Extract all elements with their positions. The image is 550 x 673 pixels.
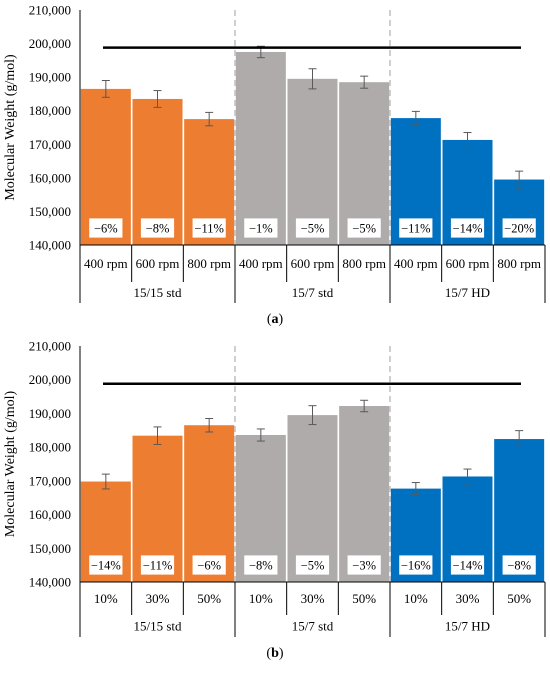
data-label-box [140,554,175,576]
x-tick-label: 50% [507,591,531,606]
x-tick-label: 600 rpm [446,256,490,271]
data-label: −14% [91,559,121,573]
y-tick-label: 170,000 [29,137,71,152]
chart-panel-a: 140,000 150,000 160,000 170,000 180,000 190,0… [3,3,546,327]
data-label: −14% [453,559,483,573]
x-tick-label: 400 rpm [394,256,438,271]
x-tick-label: 30% [456,591,480,606]
x-tick-label: 10% [404,591,428,606]
x-tick-label: 800 rpm [497,256,541,271]
data-label: −1% [249,222,273,236]
x-tick-label: 50% [197,591,221,606]
data-label-box [398,217,434,239]
data-label-box [346,554,382,576]
data-label: −11% [401,222,431,236]
data-label-box [191,554,227,576]
y-tick-label: 180,000 [29,440,71,455]
y-tick-label: 180,000 [29,103,71,118]
panel-caption: (b) [266,646,283,661]
data-label-box [88,554,124,576]
y-tick-label: 210,000 [29,339,71,354]
data-label: −11% [194,222,224,236]
data-label: −5% [301,222,325,236]
y-tick-label: 140,000 [29,238,71,253]
group-label: 15/7 HD [445,285,490,300]
data-label-box [243,217,279,239]
data-label-box [450,554,485,576]
x-tick-label: 600 rpm [136,256,180,271]
x-tick-label: 10% [249,591,273,606]
x-tick-label: 10% [94,591,118,606]
y-tick-label: 160,000 [29,507,71,522]
data-label: −16% [401,559,431,573]
group-label: 15/15 std [133,285,182,300]
y-tick-label: 190,000 [29,70,71,85]
data-label-box [295,554,330,576]
x-tick-label: 400 rpm [84,256,128,271]
y-tick-label: 160,000 [29,170,71,185]
group-label: 15/15 std [133,619,182,634]
x-tick-label: 30% [301,591,325,606]
x-tick-label: 400 rpm [239,256,283,271]
data-label: −11% [143,559,173,573]
x-tick-label: 800 rpm [342,256,386,271]
data-label: −14% [453,222,483,236]
bar [235,51,286,245]
y-tick-label: 200,000 [29,36,71,51]
data-label: −5% [352,222,376,236]
bar [287,78,338,245]
data-label: −8% [146,222,170,236]
x-tick-label: 600 rpm [291,256,335,271]
data-label-box [243,554,279,576]
data-label-box [88,217,124,239]
data-label-box [398,554,434,576]
bar [287,415,338,582]
group-label: 15/7 std [292,285,334,300]
data-label-box [140,217,175,239]
y-tick-label: 200,000 [29,372,71,387]
group-label: 15/7 std [292,619,334,634]
data-label-box [450,217,485,239]
data-label: −5% [301,559,325,573]
panel-caption: (a) [267,312,284,327]
data-label: −8% [507,559,531,573]
data-label-box [501,217,537,239]
data-label: −8% [249,559,273,573]
data-label-box [295,217,330,239]
data-label: −6% [94,222,118,236]
y-axis-title: Molecular Weight (g/mol) [3,54,18,201]
x-tick-label: 800 rpm [187,256,231,271]
chart-panel-b: 140,000 150,000 160,000 170,000 180,000 190,0… [3,339,546,661]
x-tick-label: 30% [146,591,170,606]
y-tick-label: 190,000 [29,406,71,421]
data-label: −6% [197,559,221,573]
x-tick-label: 50% [352,591,376,606]
y-tick-label: 150,000 [29,204,71,219]
data-label-box [501,554,537,576]
group-label: 15/7 HD [445,619,490,634]
data-label-box [346,217,382,239]
y-axis-title: Molecular Weight (g/mol) [3,390,18,537]
y-tick-label: 150,000 [29,541,71,556]
y-tick-label: 170,000 [29,473,71,488]
data-label: −3% [352,559,376,573]
data-label-box [191,217,227,239]
data-label: −20% [504,222,534,236]
bar [339,406,390,582]
y-tick-label: 210,000 [29,3,71,18]
y-tick-label: 140,000 [29,575,71,590]
